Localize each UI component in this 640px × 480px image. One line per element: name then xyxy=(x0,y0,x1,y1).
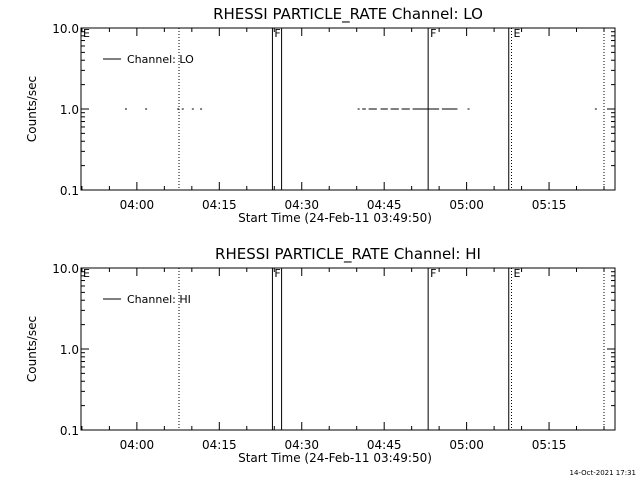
x-tick-label: 04:15 xyxy=(202,198,237,212)
x-tick-label: 04:00 xyxy=(120,438,155,452)
x-tick-label: 05:00 xyxy=(449,198,484,212)
chart-title: RHESSI PARTICLE_RATE Channel: LO xyxy=(213,5,483,24)
x-tick-label: 04:15 xyxy=(202,438,237,452)
chart-title: RHESSI PARTICLE_RATE Channel: HI xyxy=(215,245,481,264)
event-marker-label: F xyxy=(274,267,280,280)
chart-panel-2: RHESSI PARTICLE_RATE Channel: HI 0.1 1.0 10… xyxy=(25,245,616,465)
y-tick-label: 1.0 xyxy=(60,103,79,117)
chart-panel-1: RHESSI PARTICLE_RATE Channel: LO 0.1 1.0 10… xyxy=(25,5,616,225)
event-marker-label: F xyxy=(430,27,436,40)
event-marker-label: E xyxy=(83,267,90,280)
event-marker-label: F xyxy=(430,267,436,280)
x-axis-label: Start Time (24-Feb-11 03:49:50) xyxy=(238,211,432,225)
legend-entry: Channel: LO xyxy=(127,53,194,66)
event-marker-label: E xyxy=(83,27,90,40)
y-tick-label: 1.0 xyxy=(60,343,79,357)
legend-entry: Channel: HI xyxy=(127,293,191,306)
x-tick-label: 05:00 xyxy=(449,438,484,452)
x-tick-label: 04:30 xyxy=(284,438,319,452)
event-marker-label: F xyxy=(274,27,280,40)
x-axis-label: Start Time (24-Feb-11 03:49:50) xyxy=(238,451,432,465)
x-tick-label: 05:15 xyxy=(532,438,567,452)
y-tick-label: 0.1 xyxy=(60,424,79,438)
x-tick-label: 04:45 xyxy=(367,438,402,452)
y-axis-label: Counts/sec xyxy=(25,76,39,142)
x-tick-label: 04:30 xyxy=(284,198,319,212)
x-tick-label: 04:45 xyxy=(367,198,402,212)
event-marker-label: E xyxy=(513,267,520,280)
y-tick-label: 0.1 xyxy=(60,184,79,198)
x-tick-label: 05:15 xyxy=(532,198,567,212)
generated-timestamp: 14-Oct-2021 17:31 xyxy=(569,469,636,477)
y-tick-label: 10.0 xyxy=(52,262,79,276)
event-marker-label: E xyxy=(513,27,520,40)
y-axis-label: Counts/sec xyxy=(25,316,39,382)
x-tick-label: 04:00 xyxy=(120,198,155,212)
y-tick-label: 10.0 xyxy=(52,22,79,36)
